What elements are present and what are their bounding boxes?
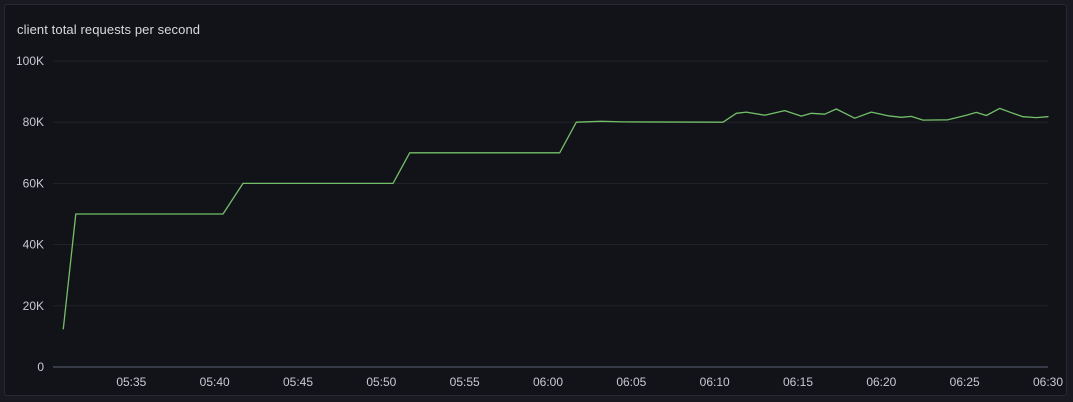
y-tick-label: 0 [37, 360, 44, 374]
y-tick-label: 80K [23, 115, 44, 129]
y-tick-label: 40K [23, 238, 44, 252]
x-tick-label: 06:30 [1033, 375, 1063, 389]
panel-title[interactable]: client total requests per second [17, 22, 201, 37]
x-tick-label: 06:25 [950, 375, 980, 389]
series-line-client-total-requests[interactable] [62, 107, 1049, 330]
x-tick-label: 06:00 [533, 375, 563, 389]
y-tick-label: 100K [16, 54, 44, 68]
x-tick-label: 06:05 [616, 375, 646, 389]
x-tick-label: 05:45 [283, 375, 313, 389]
panel-client-total-requests: client total requests per second [4, 4, 1067, 396]
x-tick-label: 05:50 [366, 375, 396, 389]
x-axis-labels: 05:35 05:40 05:45 05:50 05:55 06:00 06:05 06:10… [116, 375, 1063, 389]
x-tick-label: 06:15 [783, 375, 813, 389]
x-tick-label: 05:55 [450, 375, 480, 389]
x-tick-label: 06:20 [866, 375, 896, 389]
x-tick-label: 05:40 [200, 375, 230, 389]
series-layer [62, 107, 1049, 330]
y-tick-label: 20K [23, 299, 44, 313]
x-tick-label: 06:10 [700, 375, 730, 389]
y-tick-label: 60K [23, 176, 44, 190]
y-axis-labels: 0 20K 40K 60K 80K 100K [16, 54, 44, 374]
x-tick-label: 05:35 [116, 375, 146, 389]
grid-lines [53, 60, 1048, 368]
